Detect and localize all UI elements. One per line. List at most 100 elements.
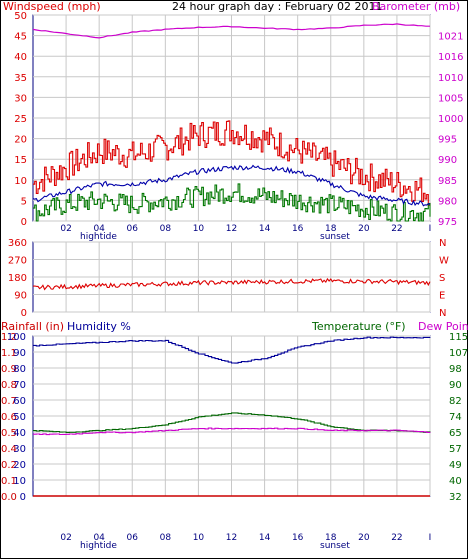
xtick-top-6: 14 <box>259 224 271 234</box>
xtick-top-3: 08 <box>160 224 172 234</box>
windspeed-tick-6: 30 <box>14 93 27 104</box>
xtick-bottom-0: 02 <box>60 533 71 543</box>
tick-layer: 0202040406060808101012121414161618182020… <box>1 11 468 543</box>
xtick-top-2: 06 <box>127 224 139 234</box>
temperature-tick-5: 74 <box>449 412 462 423</box>
temperature-axis-title: Temperature (°F) <box>311 320 406 333</box>
humidity-axis-title: Humidity % <box>67 320 131 333</box>
direction-tick-0: 0 <box>21 308 27 319</box>
humidity-tick-6: 40 <box>13 428 26 439</box>
barometer-tick-0: 975 <box>438 217 457 228</box>
xtick-bottom-8: 18 <box>325 533 337 543</box>
xtick-top-8: 18 <box>325 224 337 234</box>
windspeed-tick-9: 45 <box>14 32 27 43</box>
xtick-bottom-11: I <box>429 533 432 543</box>
direction-compass-2: S <box>439 273 445 284</box>
temperature-tick-2: 98 <box>449 364 462 375</box>
xtick-bottom-5: 12 <box>226 533 237 543</box>
direction-compass-3: E <box>439 291 445 302</box>
sunset-label-2: sunset <box>320 541 350 551</box>
temperature-tick-4: 82 <box>449 396 462 407</box>
xtick-bottom-3: 08 <box>160 533 172 543</box>
rainfall-tick-3: 0.8 <box>1 380 17 391</box>
rainfall-tick-4: 0.7 <box>1 396 17 407</box>
direction-tick-2: 180 <box>8 273 27 284</box>
direction-tick-4: 360 <box>8 238 27 249</box>
humidity-tick-0: 100 <box>7 332 26 343</box>
direction-tick-3: 270 <box>8 256 27 267</box>
windspeed-tick-2: 10 <box>14 176 27 187</box>
xtick-top-11: I <box>429 224 432 234</box>
windspeed-axis-title: Windspeed (mph) <box>3 0 101 13</box>
xtick-top-0: 02 <box>60 224 71 234</box>
humidity-series <box>33 336 431 364</box>
rainfall-tick-5: 0.6 <box>1 412 17 423</box>
temperature-tick-6: 65 <box>449 428 462 439</box>
hightide-label-2: hightide <box>80 541 117 551</box>
humidity-tick-5: 50 <box>13 412 26 423</box>
rainfall-tick-1: 1.1 <box>1 348 17 359</box>
windspeed-tick-7: 35 <box>14 73 27 84</box>
sunset-label-1: sunset <box>320 232 350 242</box>
wind-gust-series <box>33 120 431 206</box>
barometer-tick-6: 1005 <box>438 93 463 104</box>
rainfall-tick-6: 0.5 <box>1 428 17 439</box>
xtick-bottom-6: 14 <box>259 533 271 543</box>
temperature-tick-7: 57 <box>449 444 462 455</box>
direction-compass-0: N <box>439 238 446 249</box>
humidity-tick-4: 60 <box>13 396 26 407</box>
rainfall-tick-7: 0.4 <box>1 444 17 455</box>
xtick-top-10: 22 <box>391 224 402 234</box>
direction-tick-1: 90 <box>14 291 27 302</box>
xtick-top-7: 16 <box>292 224 304 234</box>
hightide-label-1: hightide <box>80 232 117 242</box>
windspeed-tick-4: 20 <box>14 135 27 146</box>
xtick-top-4: 10 <box>193 224 205 234</box>
xtick-bottom-1: 04 <box>93 533 105 543</box>
barometer-tick-5: 1000 <box>438 114 463 125</box>
humidity-tick-8: 20 <box>13 460 26 471</box>
rainfall-tick-0: 1.2 <box>1 332 17 343</box>
barometer-tick-1: 980 <box>438 196 457 207</box>
xtick-top-9: 20 <box>358 224 370 234</box>
humidity-tick-2: 80 <box>13 364 26 375</box>
dewpoint-series <box>33 427 431 436</box>
wind-speed-series <box>33 183 431 222</box>
direction-compass-4: N <box>439 308 446 319</box>
xtick-bottom-4: 10 <box>193 533 205 543</box>
rainfall-tick-8: 0.2 <box>1 460 17 471</box>
barometer-tick-9: 1021 <box>438 32 463 43</box>
windspeed-tick-8: 40 <box>14 52 27 63</box>
xtick-top-5: 12 <box>226 224 237 234</box>
barometer-tick-8: 1016 <box>438 52 463 63</box>
humidity-tick-7: 30 <box>13 444 26 455</box>
series-layer <box>32 23 431 497</box>
direction-compass-1: W <box>439 256 449 267</box>
xtick-bottom-2: 06 <box>127 533 139 543</box>
windspeed-tick-0: 0 <box>21 217 27 228</box>
rainfall-tick-10: 0.0 <box>1 492 17 503</box>
xtick-bottom-10: 22 <box>391 533 402 543</box>
temperature-tick-1: 107 <box>449 348 468 359</box>
temperature-tick-3: 90 <box>449 380 462 391</box>
temperature-tick-9: 40 <box>449 476 462 487</box>
barometer-axis-title: Barometer (mb) <box>372 0 460 13</box>
humidity-tick-1: 90 <box>13 348 26 359</box>
xtick-top-1: 04 <box>93 224 105 234</box>
chart-title: 24 hour graph day : February 02 2011 <box>172 0 383 13</box>
humidity-tick-10: 0 <box>20 492 26 503</box>
humidity-tick-9: 10 <box>13 476 26 487</box>
wind-direction-series <box>32 277 431 291</box>
rainfall-tick-2: 0.9 <box>1 364 17 375</box>
barometer-tick-4: 995 <box>438 135 457 146</box>
barometer-series <box>32 23 430 39</box>
barometer-tick-2: 985 <box>438 176 457 187</box>
humidity-tick-3: 70 <box>13 380 26 391</box>
windspeed-tick-1: 5 <box>21 196 27 207</box>
wind-average-series <box>32 164 431 207</box>
barometer-tick-7: 1010 <box>438 73 463 84</box>
dewpoint-axis-title: Dew Point <box>418 320 468 333</box>
